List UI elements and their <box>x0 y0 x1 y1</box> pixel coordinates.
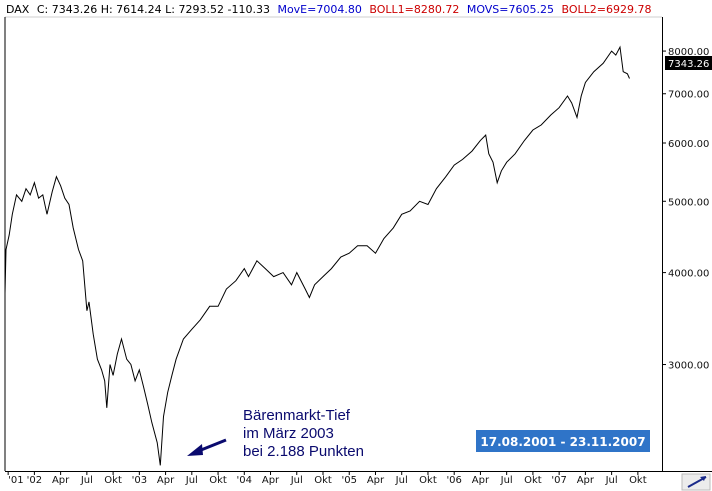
x-tick-label: Okt <box>209 475 227 486</box>
x-tick-label: '02 <box>27 475 42 486</box>
x-tick-label: Apr <box>472 475 490 486</box>
header-boll1: BOLL1=8280.72 <box>369 3 459 16</box>
x-tick-label: Jul <box>395 475 408 486</box>
x-tick-label: Apr <box>577 475 595 486</box>
x-tick-label: Jul <box>290 475 303 486</box>
x-tick-label: Jul <box>500 475 513 486</box>
header-boll2: BOLL2=6929.78 <box>562 3 652 16</box>
header-legend: DAX C: 7343.26 H: 7614.24 L: 7293.52 -11… <box>6 3 651 16</box>
x-tick-label: '05 <box>342 475 357 486</box>
x-tick-label: Jul <box>605 475 618 486</box>
x-tick-label: Jul <box>80 475 93 486</box>
x-tick-label: '07 <box>551 475 566 486</box>
y-tick-label: 8000.00 <box>668 47 709 58</box>
x-tick-label: Okt <box>104 475 122 486</box>
x-tick-label: Okt <box>524 475 542 486</box>
x-tick-label: '06 <box>446 475 461 486</box>
y-tick-label: 6000.00 <box>668 139 709 150</box>
annotation-line-2: im März 2003 <box>243 425 334 442</box>
last-value-box <box>665 56 712 70</box>
x-tick-label: Okt <box>314 475 332 486</box>
y-axis-ticks: 3000.00 4000.00 5000.00 6000.00 7000.00 8000.… <box>662 47 709 372</box>
last-value-label: 7343.26 <box>668 59 709 70</box>
x-axis-ticks: '01 '02 Apr Jul Okt '03 Apr Jul Okt '04 Apr Jul Okt '… <box>7 471 647 486</box>
y-tick-label: 4000.00 <box>668 269 709 280</box>
header-symbol: DAX <box>6 3 30 16</box>
header-move: MovE=7004.80 <box>277 3 361 16</box>
annotation-arrow-icon <box>187 438 227 456</box>
x-tick-label: Okt <box>419 475 437 486</box>
x-tick-label: Apr <box>52 475 70 486</box>
period-label: 17.08.2001 - 23.11.2007 <box>480 435 645 449</box>
x-tick-label: Jul <box>185 475 198 486</box>
x-tick-label: Okt <box>629 475 647 486</box>
x-tick-label: '03 <box>132 475 147 486</box>
y-tick-label: 5000.00 <box>668 197 709 208</box>
y-tick-label: 3000.00 <box>668 361 709 372</box>
header-movs: MOVS=7605.25 <box>467 3 554 16</box>
x-tick-label: '01 <box>8 475 23 486</box>
y-tick-label: 7000.00 <box>668 90 709 101</box>
x-tick-label: '04 <box>237 475 252 486</box>
x-tick-label: Apr <box>157 475 175 486</box>
x-tick-label: Apr <box>262 475 280 486</box>
dax-price-line <box>4 45 630 466</box>
resize-grip-icon[interactable] <box>681 473 711 491</box>
annotation-line-1: Bärenmarkt-Tief <box>243 407 351 424</box>
x-tick-label: Apr <box>367 475 385 486</box>
period-box <box>476 430 650 452</box>
annotation-line-3: bei 2.188 Punkten <box>243 443 364 460</box>
header-ohlc: C: 7343.26 H: 7614.24 L: 7293.52 -110.33 <box>37 3 270 16</box>
